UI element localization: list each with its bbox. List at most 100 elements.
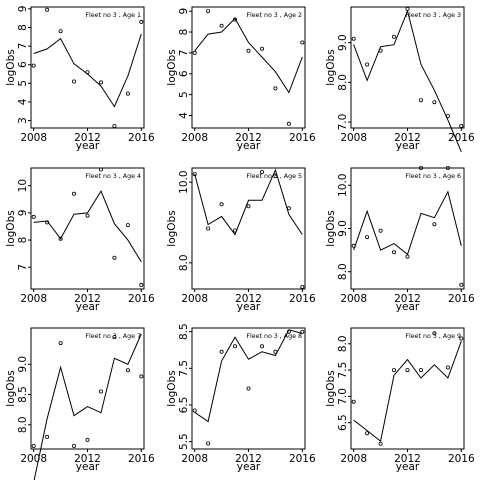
y-tick-label: 6.5 <box>178 397 190 414</box>
obs-point <box>206 9 211 14</box>
panel-8: Fleet no 3 , Age 8 2008 2012 2016 5.5 6.5 7.5 8… <box>166 323 316 473</box>
x-tick-label: 2012 <box>74 453 101 465</box>
obs-point <box>378 48 383 53</box>
obs-point <box>139 374 144 379</box>
y-tick-label: 10.0 <box>337 174 349 197</box>
plot-frame <box>191 167 306 290</box>
obs-point <box>378 228 383 233</box>
y-tick-label: 7 <box>17 43 29 50</box>
panel-title: Fleet no 3 , Age 4 <box>85 173 141 180</box>
x-tick-label: 2012 <box>74 293 101 305</box>
obs-point <box>391 34 396 39</box>
obs-point <box>31 63 36 68</box>
obs-point <box>378 441 383 446</box>
obs-point <box>85 70 90 75</box>
obs-point <box>232 228 237 233</box>
y-tick-label: 8.0 <box>337 335 349 352</box>
panel-9: Fleet no 3 , Age 9 2008 2012 2016 6.5 7.0 7.5 8… <box>325 327 475 473</box>
x-axis-label: year <box>396 301 420 313</box>
plot-frame <box>30 167 145 290</box>
y-tick-label: 5 <box>17 80 29 87</box>
fitted-line <box>353 190 462 256</box>
obs-point <box>85 437 90 442</box>
obs-point <box>351 36 356 41</box>
y-tick-label: 5 <box>178 91 190 98</box>
obs-point <box>405 7 410 12</box>
x-axis-label: year <box>237 461 261 473</box>
obs-point <box>192 50 197 55</box>
obs-point <box>31 214 36 219</box>
x-tick-label: 2008 <box>20 453 47 465</box>
y-axis-label: logObs <box>166 370 178 406</box>
obs-point <box>300 329 305 334</box>
x-tick-label: 2008 <box>340 132 367 144</box>
obs-point <box>300 40 305 45</box>
obs-point <box>365 62 370 67</box>
obs-point <box>125 91 130 96</box>
x-tick-label: 2012 <box>235 453 262 465</box>
obs-point <box>206 441 211 446</box>
obs-point <box>432 331 437 336</box>
x-tick-label: 2016 <box>289 132 316 144</box>
x-tick-label: 2012 <box>394 453 421 465</box>
fitted-line <box>194 17 303 94</box>
obs-point <box>273 174 278 179</box>
obs-point <box>418 165 423 170</box>
plot-frame <box>350 167 465 290</box>
obs-point <box>219 349 224 354</box>
x-tick-label: 2008 <box>181 453 208 465</box>
obs-point <box>219 23 224 28</box>
fitted-line <box>194 329 303 423</box>
obs-point <box>125 368 130 373</box>
obs-point <box>58 29 63 34</box>
obs-point <box>219 202 224 207</box>
x-tick-label: 2016 <box>448 293 475 305</box>
obs-point <box>112 335 117 340</box>
y-tick-label: 4 <box>178 112 190 119</box>
y-axis-label: logObs <box>5 210 17 246</box>
x-tick-label: 2016 <box>289 293 316 305</box>
y-tick-label: 7 <box>178 50 190 57</box>
obs-point <box>246 204 251 209</box>
x-axis-label: year <box>396 461 420 473</box>
obs-point <box>72 191 77 196</box>
obs-point <box>259 344 264 349</box>
obs-point <box>58 236 63 241</box>
obs-point <box>259 169 264 174</box>
x-tick-label: 2012 <box>235 132 262 144</box>
y-axis-label: logObs <box>166 210 178 246</box>
y-axis-label: logObs <box>325 210 337 246</box>
obs-point <box>85 213 90 218</box>
obs-point <box>31 443 36 448</box>
x-tick-label: 2012 <box>235 293 262 305</box>
obs-point <box>391 368 396 373</box>
x-axis-label: year <box>76 140 100 152</box>
y-tick-label: 9 <box>17 210 29 217</box>
y-tick-label: 6 <box>178 70 190 77</box>
obs-point <box>206 226 211 231</box>
y-tick-label: 9.0 <box>17 356 29 373</box>
plot-frame <box>350 6 465 129</box>
y-tick-label: 7.5 <box>337 362 349 379</box>
obs-point <box>246 48 251 53</box>
y-tick-label: 10 <box>17 179 29 192</box>
x-tick-label: 2012 <box>394 293 421 305</box>
obs-point <box>432 222 437 227</box>
panel-title: Fleet no 3 , Age 2 <box>246 12 302 19</box>
obs-point <box>286 329 291 334</box>
y-tick-label: 8 <box>178 29 190 36</box>
panel-title: Fleet no 3 , Age 3 <box>405 12 461 19</box>
obs-point <box>286 206 291 211</box>
panel-7: Fleet no 3 , Age 7 2008 2012 2016 8.0 8.5 9.0 y… <box>5 327 155 480</box>
y-tick-label: 8.0 <box>337 74 349 91</box>
obs-point <box>273 349 278 354</box>
plot-frame <box>191 327 306 450</box>
obs-point <box>459 124 464 129</box>
y-tick-label: 8.0 <box>337 263 349 280</box>
panel-title: Fleet no 3 , Age 8 <box>246 333 302 340</box>
y-tick-label: 7 <box>17 264 29 271</box>
y-tick-label: 9.0 <box>337 220 349 237</box>
panel-title: Fleet no 3 , Age 5 <box>246 173 302 180</box>
y-tick-label: 3 <box>17 117 29 124</box>
